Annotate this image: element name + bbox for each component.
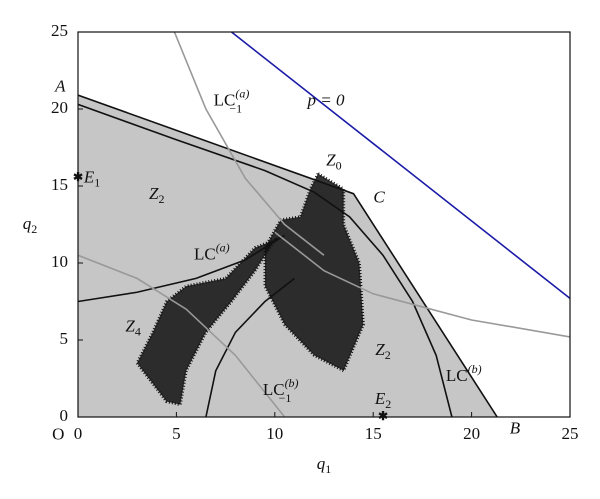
plot-area [78, 32, 570, 417]
fixed-point: ✱ [73, 170, 83, 184]
annotation-text: B [510, 418, 521, 437]
curve [78, 103, 453, 417]
annotation-sub: 0 [336, 158, 342, 172]
x-tick-label: 15 [365, 424, 382, 443]
y-axis-label: q2 [23, 214, 38, 236]
frame [77, 31, 571, 418]
annotation: E1 [83, 167, 100, 189]
x-tick-label: 25 [562, 424, 579, 443]
annotation-text: p = 0 [306, 90, 344, 109]
annotation-sub: 2 [158, 192, 164, 206]
annotation-sup: (a) [235, 86, 249, 100]
annotation-text: LC [214, 90, 236, 109]
annotation-text: Z [326, 150, 336, 169]
annotation: C [373, 187, 385, 206]
annotation-text: Z [375, 340, 385, 359]
annotation-text: E [83, 167, 95, 186]
curve [173, 32, 325, 256]
annotation: LC(b) [446, 362, 482, 385]
annotation: LC(a) −1 [214, 86, 250, 115]
annotation: E2 [374, 389, 391, 411]
x-tick-label: 10 [266, 424, 283, 443]
x-axis-label-sub: 1 [325, 462, 331, 476]
annotation: Z4 [125, 317, 140, 339]
labels: 0 5 10 15 20 250510152025q1q2AE1Z2Z0CLC(a)Z4Z… [23, 21, 579, 476]
annotation-text: E [374, 389, 386, 408]
y-tick-label: 20 [51, 98, 68, 117]
x-tick-label: 20 [463, 424, 480, 443]
y-tick-label: 5 [60, 329, 69, 348]
attractor-cloud [135, 236, 279, 407]
annotation-sub: 1 [94, 175, 100, 189]
annotation-text: LC [194, 244, 216, 263]
annotation-text: LC [263, 380, 285, 399]
annotation-sub: 2 [385, 397, 391, 411]
annotation-text: O [52, 424, 64, 443]
x-tick-label: 5 [172, 424, 181, 443]
annotation-sub: −1 [229, 101, 242, 115]
annotation-sub: 2 [385, 348, 391, 362]
annotation-sub: −1 [279, 391, 292, 405]
curve [274, 231, 570, 338]
y-tick-label: 0 [60, 406, 69, 425]
annotation-sup: (b) [285, 376, 299, 390]
annotation: LC(b) −1 [263, 376, 299, 405]
curve [78, 94, 498, 417]
annotation-text: A [54, 76, 66, 95]
annotation-text: Z [149, 184, 159, 203]
annotation-sup: (a) [216, 240, 230, 254]
annotation: p = 0 [306, 90, 344, 109]
y-tick-label: 25 [51, 21, 68, 40]
fixed-point: ✱ [378, 409, 388, 423]
y-axis-label-sub: 2 [31, 222, 37, 236]
annotation: O [52, 424, 64, 443]
y-axis-label-text: q [23, 214, 32, 233]
annotation: A [54, 76, 66, 95]
x-tick-label: 0 [74, 424, 83, 443]
y-tick-label: 10 [51, 252, 68, 271]
attractor-cloud [263, 171, 365, 373]
x-axis-label-text: q [317, 454, 326, 473]
annotation: Z2 [375, 340, 390, 362]
annotation: LC(a) [194, 240, 230, 263]
annotation-text: LC [446, 366, 468, 385]
annotation-sup: (b) [468, 362, 482, 376]
annotation: Z0 [326, 150, 341, 172]
annotation: Z2 [149, 184, 164, 206]
y-tick-label: 15 [51, 175, 68, 194]
x-axis-label: q1 [317, 454, 332, 476]
curve [78, 254, 286, 417]
curve [205, 277, 295, 417]
annotation-sub: 4 [135, 324, 141, 338]
curve [231, 32, 570, 300]
curve [78, 234, 286, 303]
annotation-text: Z [125, 317, 135, 336]
annotation: B [510, 418, 521, 437]
annotation-text: C [373, 187, 385, 206]
